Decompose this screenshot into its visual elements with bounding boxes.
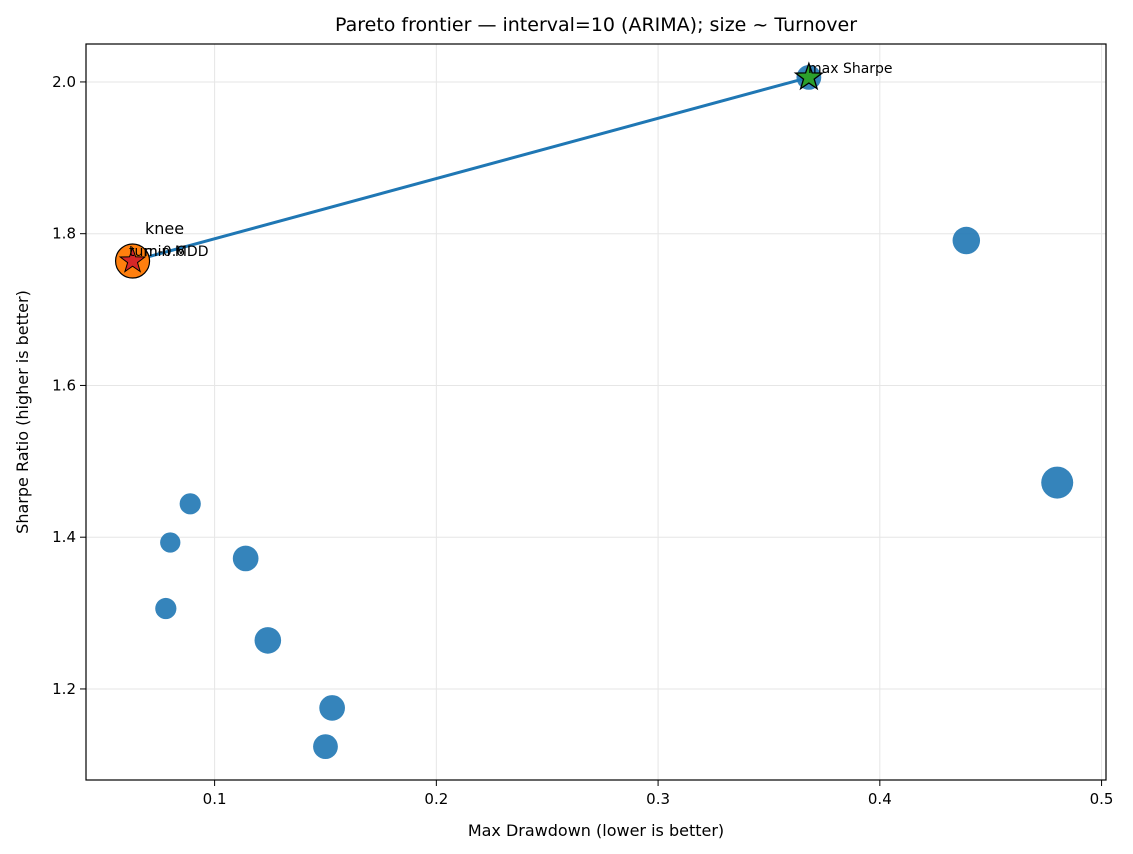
max-sharpe-star	[793, 61, 825, 91]
y-tick-label: 1.4	[52, 528, 76, 546]
data-point	[313, 734, 338, 760]
pareto-frontier-line	[132, 75, 810, 263]
data-point	[155, 597, 177, 620]
x-axis-label: Max Drawdown (lower is better)	[468, 821, 724, 840]
data-point	[1041, 466, 1074, 499]
plot-frame	[85, 43, 1107, 781]
y-tick-label: 2.0	[52, 73, 76, 91]
data-point	[179, 493, 201, 515]
chart-title: Pareto frontier — interval=10 (ARIMA); s…	[335, 14, 857, 36]
y-tick-label: 1.8	[52, 225, 76, 243]
min-mdd-star	[118, 246, 147, 273]
x-tick-label: 0.5	[1090, 790, 1114, 808]
data-point	[952, 226, 981, 255]
y-tick-label: 1.6	[52, 376, 76, 394]
data-point	[319, 695, 345, 721]
data-point	[254, 627, 282, 654]
grid-lines	[86, 44, 1106, 780]
annotation-min-mdd: min MDD	[144, 244, 209, 260]
y-tick-label: 1.2	[52, 680, 76, 698]
x-tick-label: 0.3	[646, 790, 670, 808]
annotation-max-sharpe: max Sharpe	[808, 61, 893, 77]
annotation-overlap: turn-0.6	[129, 244, 185, 260]
plot-area	[86, 44, 1106, 780]
data-point	[232, 545, 259, 572]
frontier-layer	[132, 75, 810, 263]
y-axis-label: Sharpe Ratio (higher is better)	[13, 290, 32, 534]
x-ticks: 0.1 0.2 0.3 0.4 0.5	[203, 780, 1114, 808]
highlight-layer	[114, 61, 825, 279]
annotation-knee: knee	[145, 219, 184, 238]
x-tick-label: 0.1	[203, 790, 227, 808]
x-tick-label: 0.4	[868, 790, 892, 808]
data-point	[160, 532, 181, 553]
y-ticks: 1.2 1.4 1.6 1.8 2.0	[52, 73, 86, 698]
x-tick-label: 0.2	[424, 790, 448, 808]
